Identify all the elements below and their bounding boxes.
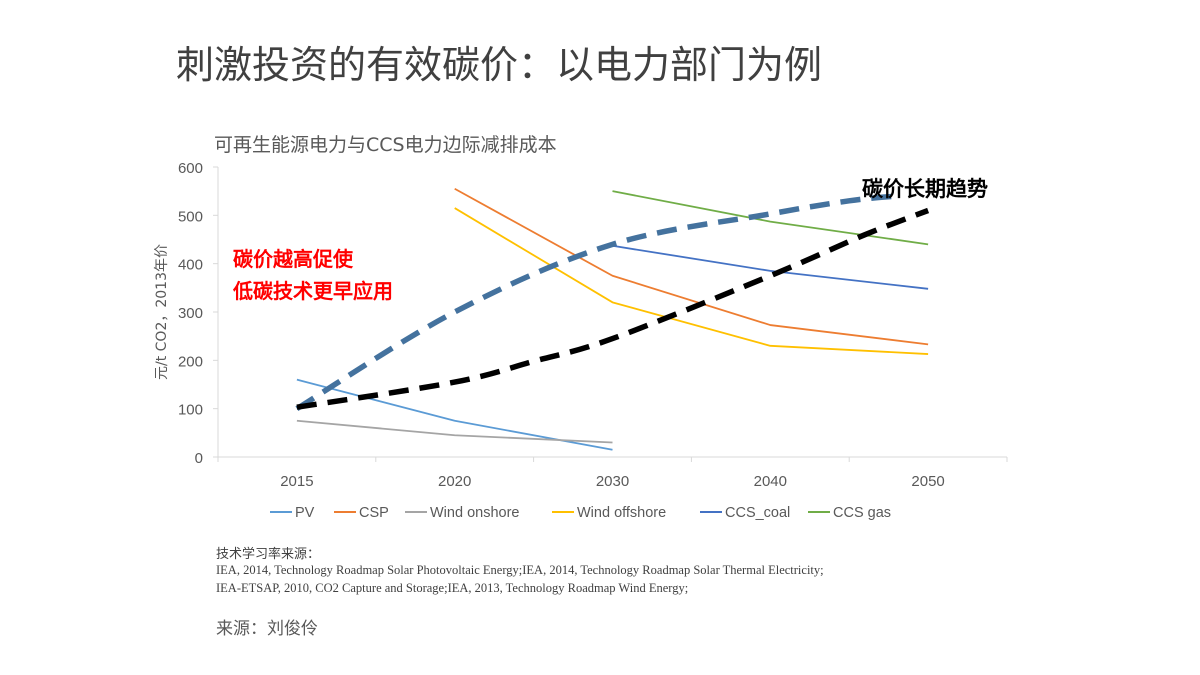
series-line-ccs-gas [612,190,929,246]
series-lines [296,187,929,451]
series-line-csp [454,187,929,346]
x-tick-label: 2050 [911,473,944,490]
trend-label: 碳价长期趋势 [862,177,988,201]
y-tick-label: 600 [178,160,203,177]
legend-label: CSP [359,505,389,521]
high-price-trend-line [295,193,897,412]
y-tick-label: 100 [178,402,203,419]
y-tick-label: 200 [178,353,203,370]
series-line-ccs-coal [612,244,929,290]
y-tick-label: 500 [178,208,203,225]
y-axis-label: 元/t CO2，2013年价 [154,244,170,380]
red-note-line-1: 碳价越高促使 [233,247,354,271]
legend-label: PV [295,505,315,521]
series-line-wind-onshore [296,419,613,444]
y-tick-label: 300 [178,305,203,322]
series-line-pv [296,378,613,451]
x-tick-label: 2020 [438,473,471,490]
y-tick-label: 0 [195,450,203,467]
source-line-1: IEA, 2014, Technology Roadmap Solar Phot… [216,563,824,577]
legend-label: Wind offshore [577,505,666,521]
chart-title: 可再生能源电力与CCS电力边际减排成本 [214,134,557,156]
trend-lines [295,193,930,412]
author-credit: 来源：刘俊伶 [216,619,318,639]
legend-label: CCS gas [833,505,891,521]
x-tick-label: 2030 [596,473,629,490]
x-tick-label: 2015 [280,473,313,490]
red-note-line-2: 低碳技术更早应用 [232,279,393,303]
legend-label: Wind onshore [430,505,519,521]
legend-label: CCS_coal [725,505,790,521]
source-heading: 技术学习率来源： [216,547,321,562]
long-term-trend-line [296,207,930,410]
y-tick-label: 400 [178,257,203,274]
series-line-wind-offshore [454,207,929,355]
source-line-2: IEA-ETSAP, 2010, CO2 Capture and Storage… [216,581,689,595]
legend: PV CSP Wind onshore Wind offshore CCS_coal CC… [270,505,891,521]
axes: 0 100 200 300 400 500 600 2015 2020 2030 2040 2050 元… [154,160,1008,490]
slide-title: 刺激投资的有效碳价：以电力部门为例 [176,43,823,87]
x-tick-label: 2040 [754,473,787,490]
